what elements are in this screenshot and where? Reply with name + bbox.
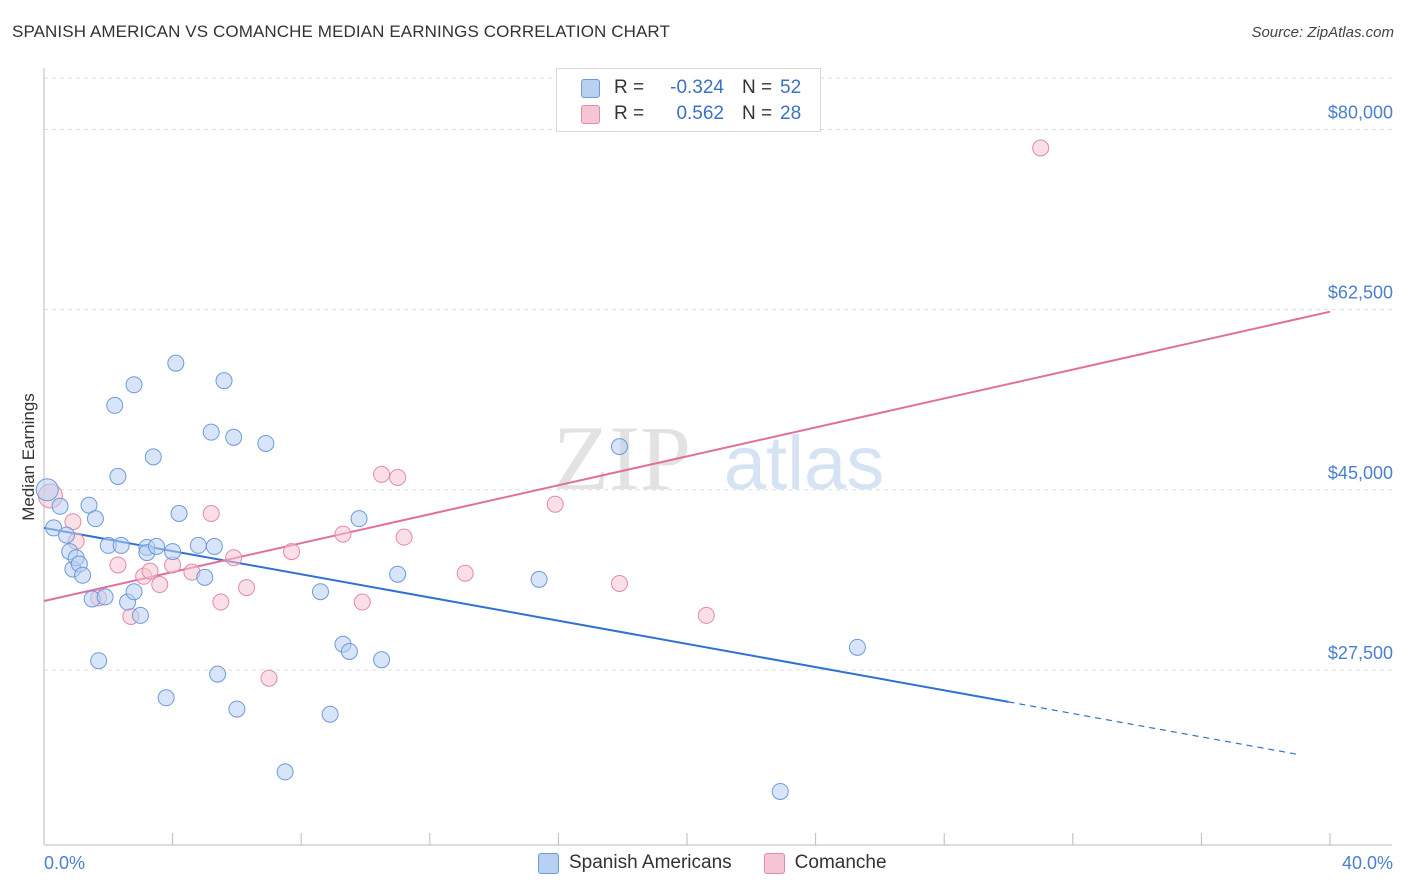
data-point-comanche: [283, 543, 301, 561]
data-point-spanish-americans: [610, 438, 628, 456]
data-point-comanche: [1032, 139, 1050, 157]
data-point-comanche: [151, 576, 169, 594]
data-point-spanish-americans: [35, 478, 59, 502]
data-point-comanche: [353, 593, 371, 611]
y-tick-label: $45,000: [1328, 463, 1393, 483]
data-point-spanish-americans: [202, 423, 220, 441]
data-point-comanche: [373, 465, 391, 483]
data-point-spanish-americans: [125, 583, 143, 601]
correlation-legend: R = -0.324 N = 52 R = 0.562 N = 28: [556, 68, 821, 132]
data-point-comanche: [212, 593, 230, 611]
data-point-spanish-americans: [106, 396, 124, 414]
data-point-spanish-americans: [148, 537, 166, 555]
data-point-comanche: [697, 606, 715, 624]
data-point-spanish-americans: [157, 689, 175, 707]
chart-title: SPANISH AMERICAN VS COMANCHE MEDIAN EARN…: [12, 22, 670, 41]
data-point-spanish-americans: [144, 448, 162, 466]
legend-r-label: R =: [614, 77, 645, 98]
data-point-comanche: [141, 562, 159, 580]
data-point-spanish-americans: [848, 638, 866, 656]
data-point-comanche: [238, 579, 256, 597]
data-point-spanish-americans: [209, 665, 227, 683]
data-point-spanish-americans: [257, 434, 275, 452]
data-point-spanish-americans: [96, 588, 114, 606]
data-point-comanche: [456, 564, 474, 582]
data-point-spanish-americans: [228, 700, 246, 718]
legend-item-spanish-americans: Spanish Americans: [538, 852, 732, 874]
watermark-zip: ZIP: [553, 407, 691, 509]
legend-item-comanche: Comanche: [763, 852, 887, 874]
legend-label-comanche: Comanche: [794, 852, 887, 873]
watermark: ZIP atlas: [553, 407, 884, 509]
data-point-comanche: [610, 574, 628, 592]
data-point-spanish-americans: [58, 526, 76, 544]
y-tick-label: $80,000: [1328, 102, 1393, 122]
data-point-spanish-americans: [90, 652, 108, 670]
watermark-atlas: atlas: [724, 421, 885, 506]
data-point-spanish-americans: [205, 537, 223, 555]
data-point-comanche: [202, 504, 220, 522]
data-point-spanish-americans: [389, 565, 407, 583]
series-legend: Spanish Americans Comanche: [538, 852, 919, 874]
data-point-spanish-americans: [350, 510, 368, 528]
data-point-spanish-americans: [321, 705, 339, 723]
axis-layer: $27,500 $45,000 $62,500 $80,000 0.0% 40.0%: [43, 68, 1393, 873]
legend-n-label: N =: [742, 103, 773, 124]
data-point-spanish-americans: [530, 570, 548, 588]
data-point-spanish-americans: [340, 642, 358, 660]
y-tick-label: $27,500: [1328, 643, 1393, 663]
data-point-spanish-americans: [109, 467, 127, 485]
chart-source: Source: ZipAtlas.com: [1251, 24, 1394, 41]
legend-row-comanche: R = 0.562 N = 28: [581, 102, 801, 126]
legend-n-value: 52: [780, 77, 802, 98]
data-point-spanish-americans: [276, 763, 294, 781]
data-point-spanish-americans: [45, 519, 63, 537]
data-point-spanish-americans: [86, 510, 104, 528]
data-point-spanish-americans: [125, 376, 143, 394]
points-layer: [35, 139, 1050, 800]
y-tick-label: $62,500: [1328, 283, 1393, 303]
data-point-spanish-americans: [131, 606, 149, 624]
trend-line-spanish-americans: [43, 526, 1009, 703]
data-point-comanche: [109, 556, 127, 574]
legend-n-value: 28: [780, 103, 802, 124]
legend-swatch-blue: [538, 852, 559, 874]
data-point-spanish-americans: [373, 651, 391, 669]
legend-n-label: N =: [742, 77, 773, 98]
legend-r-value: -0.324: [670, 77, 724, 98]
x-tick-label-min: 0.0%: [44, 853, 85, 873]
data-point-spanish-americans: [311, 583, 329, 601]
data-point-comanche: [546, 495, 564, 513]
legend-r-value: 0.562: [676, 103, 724, 124]
data-point-spanish-americans: [215, 372, 233, 390]
data-point-comanche: [334, 525, 352, 543]
y-axis-title: Median Earnings: [19, 393, 38, 521]
data-point-spanish-americans: [51, 497, 69, 515]
data-point-spanish-americans: [196, 568, 214, 586]
data-point-spanish-americans: [189, 536, 207, 554]
legend-label-spanish-americans: Spanish Americans: [569, 852, 732, 873]
data-point-spanish-americans: [771, 782, 789, 800]
legend-swatch-pink: [763, 852, 785, 874]
data-point-spanish-americans: [112, 536, 130, 554]
legend-row-spanish-americans: R = -0.324 N = 52: [581, 76, 801, 100]
trend-line-comanche: [43, 310, 1331, 602]
legend-swatch-pink: [581, 104, 600, 124]
trend-layer: [43, 310, 1331, 755]
data-point-comanche: [260, 669, 278, 687]
legend-swatch-blue: [581, 78, 600, 98]
data-point-spanish-americans: [225, 428, 243, 446]
data-point-comanche: [395, 528, 413, 546]
data-point-spanish-americans: [170, 504, 188, 522]
data-point-spanish-americans: [167, 354, 185, 372]
data-point-spanish-americans: [74, 566, 92, 584]
data-point-comanche: [225, 549, 243, 567]
legend-r-label: R =: [614, 103, 645, 124]
trend-line-extension-spanish-americans: [1008, 701, 1298, 755]
data-point-comanche: [389, 468, 407, 486]
data-point-spanish-americans: [164, 543, 182, 561]
x-tick-label-max: 40.0%: [1342, 853, 1393, 873]
